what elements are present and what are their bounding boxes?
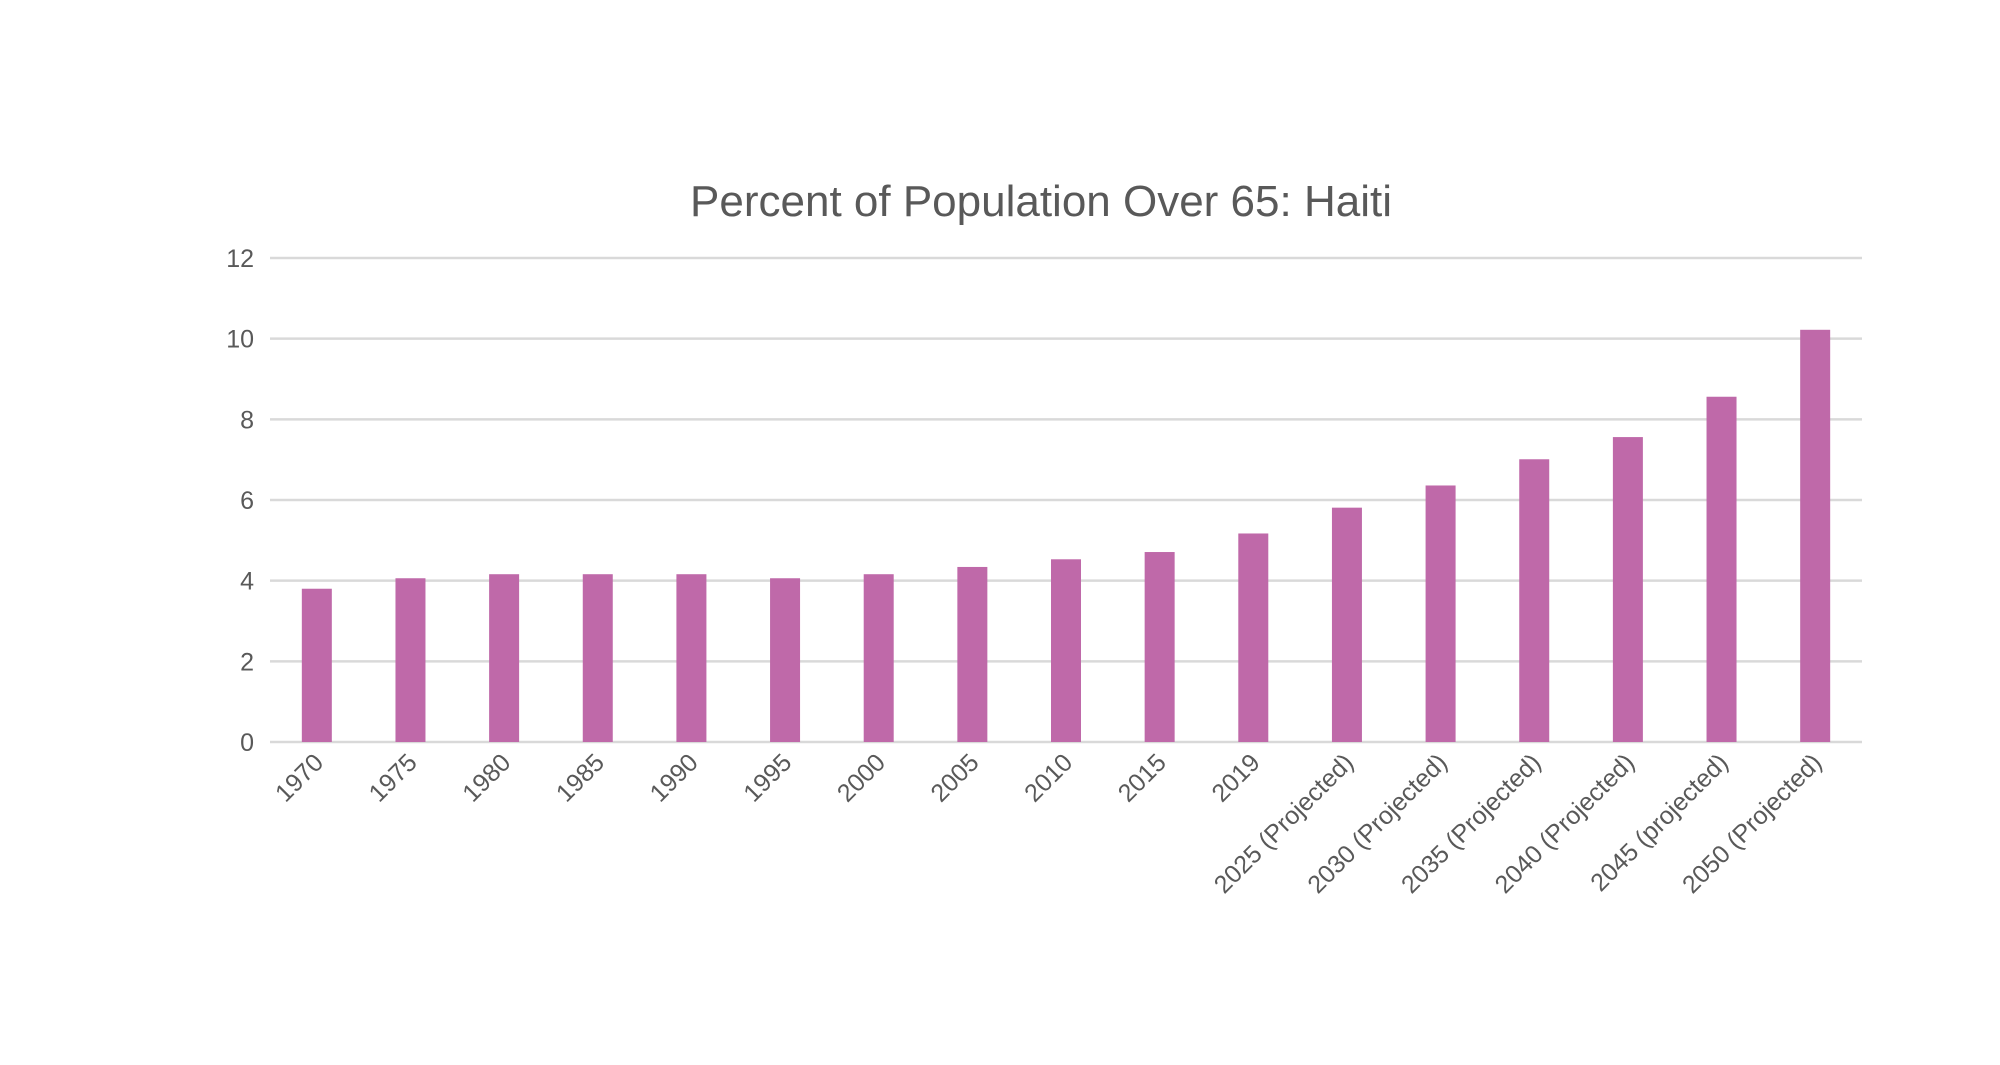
y-tick-label: 0 [240,729,254,757]
x-tick-label: 1975 [364,748,423,807]
x-tick-label: 1985 [551,748,610,807]
y-tick-label: 6 [240,487,254,515]
y-tick-label: 8 [240,406,254,434]
x-tick-label: 2000 [832,748,891,807]
y-tick-label: 12 [226,245,254,273]
bar [1051,559,1081,742]
bar [395,578,426,742]
bar [1238,533,1269,742]
x-tick-label: 2010 [1019,748,1078,807]
bar [957,566,988,742]
bar [676,574,707,742]
x-tick-label: 1995 [738,748,797,807]
x-tick-label: 2019 [1206,748,1265,807]
bar [1331,507,1362,742]
y-tick-label: 10 [226,326,254,354]
x-tick-label: 1980 [457,748,516,807]
y-tick-label: 2 [240,648,254,676]
bar [863,574,894,742]
bar [1519,459,1550,742]
bar [1800,329,1831,742]
bar [1612,437,1643,742]
x-tick-label: 1970 [270,748,329,807]
bar [582,574,613,742]
bar [770,578,801,742]
chart-title: Percent of Population Over 65: Haiti [690,177,1392,226]
bars [301,329,1831,742]
x-tick-label: 2015 [1113,748,1172,807]
x-tick-label: 1990 [645,748,704,807]
x-tick-label: 2005 [925,748,984,807]
y-tick-label: 4 [240,568,254,596]
bar [489,574,520,742]
bar [1144,552,1175,742]
bar [1706,396,1737,742]
bar [1425,485,1456,742]
x-axis-labels: 1970 1975 1980 1985 1990 1995 2000 2005 2010 2015… [270,748,1827,898]
bar [301,588,332,742]
y-axis-ticks: 0 2 4 6 8 10 12 [226,245,254,757]
